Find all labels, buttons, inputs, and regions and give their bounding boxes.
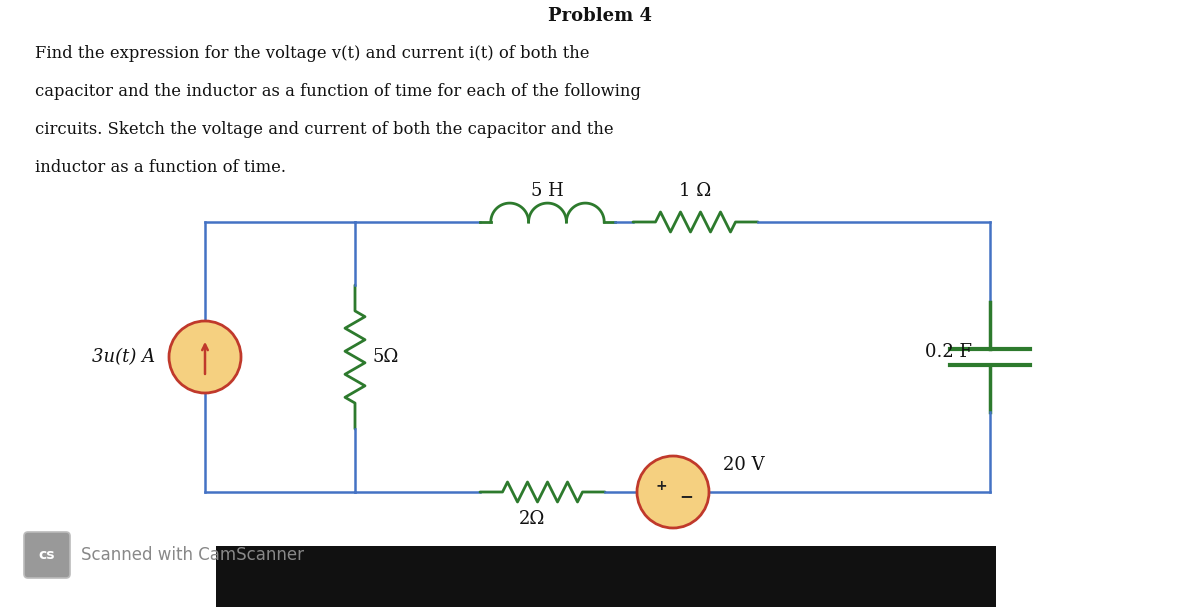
Text: cs: cs — [38, 548, 55, 562]
Text: 1 Ω: 1 Ω — [679, 182, 712, 200]
Text: 2Ω: 2Ω — [520, 510, 546, 528]
Text: 20 V: 20 V — [722, 456, 764, 474]
Text: Scanned with CamScanner: Scanned with CamScanner — [82, 546, 304, 564]
FancyBboxPatch shape — [24, 532, 70, 578]
Text: −: − — [679, 487, 692, 505]
Text: 0.2 F: 0.2 F — [925, 343, 972, 361]
Text: capacitor and the inductor as a function of time for each of the following: capacitor and the inductor as a function… — [35, 83, 641, 100]
Text: 5 H: 5 H — [532, 182, 564, 200]
Text: inductor as a function of time.: inductor as a function of time. — [35, 159, 286, 176]
Text: 3u(t) A: 3u(t) A — [92, 348, 155, 366]
Text: +: + — [655, 479, 667, 493]
Text: Problem 4: Problem 4 — [548, 7, 652, 25]
Circle shape — [637, 456, 709, 528]
Circle shape — [169, 321, 241, 393]
Bar — [216, 546, 996, 607]
Text: circuits. Sketch the voltage and current of both the capacitor and the: circuits. Sketch the voltage and current… — [35, 121, 613, 138]
Text: 5Ω: 5Ω — [373, 348, 400, 366]
Text: Find the expression for the voltage v(t) and current i(t) of both the: Find the expression for the voltage v(t)… — [35, 45, 589, 62]
